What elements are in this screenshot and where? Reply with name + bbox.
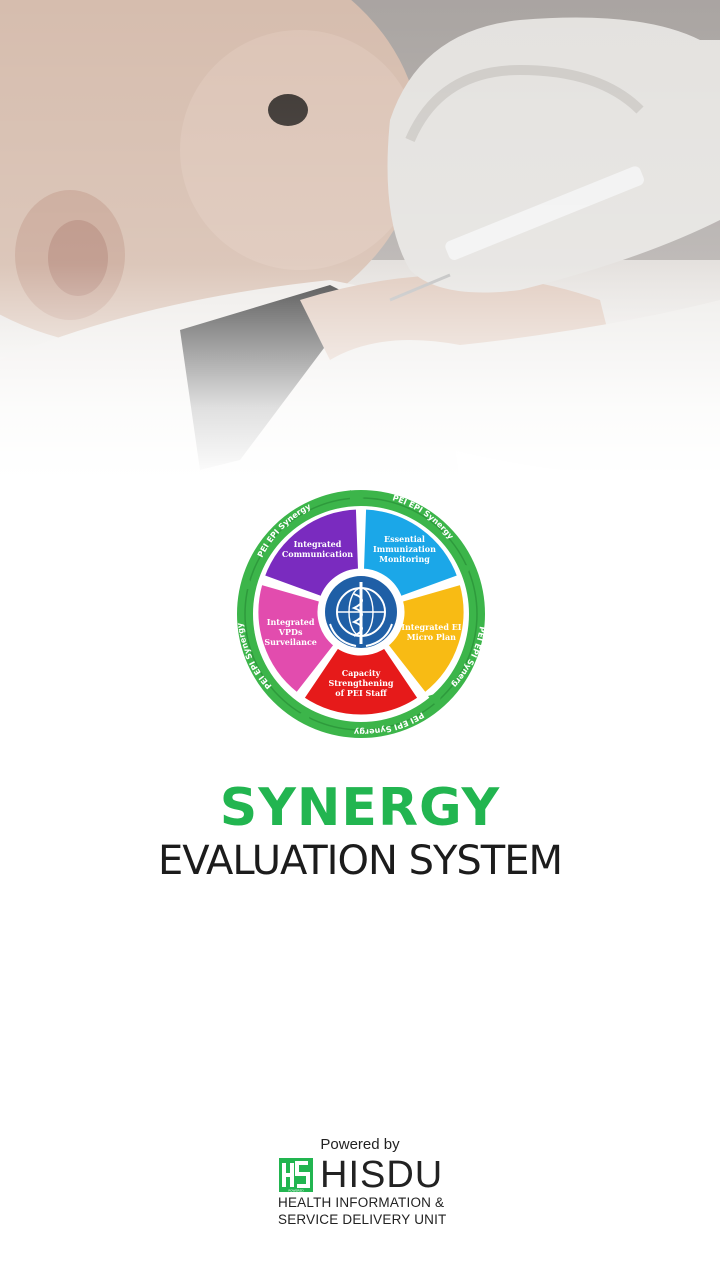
synergy-wheel-logo: PEI EPI Synergy PEI EPI Synergy PEI EPI … xyxy=(232,486,490,742)
brand-mark-label: POWERED xyxy=(288,1189,304,1193)
segment-communication xyxy=(261,506,362,600)
segment-microplan-label: Integrated EI Micro Plan xyxy=(401,622,462,642)
wheel-graphic: PEI EPI Synergy PEI EPI Synergy PEI EPI … xyxy=(232,486,487,738)
ring-arrow-icon xyxy=(240,576,254,590)
hisdu-brand: POWERED HISDU xyxy=(278,1156,443,1194)
segment-monitoring xyxy=(360,506,461,600)
ring-arrow-icon xyxy=(458,564,472,578)
hero-vaccination-photo xyxy=(0,0,720,480)
wheel-segments: Integrated Communication Essential Immuniza… xyxy=(255,506,467,718)
segment-surveillance xyxy=(255,581,338,697)
brand-tagline-line1: HEALTH INFORMATION & xyxy=(278,1195,445,1210)
ring-arrow-icon xyxy=(350,490,364,506)
segment-microplan xyxy=(384,581,467,697)
powered-by-label: Powered by xyxy=(320,1136,400,1153)
segment-capacity-label: Capacity Strengthening of PEI Staff xyxy=(328,668,393,698)
brand-tagline-line2: SERVICE DELIVERY UNIT xyxy=(278,1212,447,1227)
segment-capacity xyxy=(300,644,422,718)
app-subtitle: EVALUATION SYSTEM xyxy=(157,838,563,884)
brand-name: HISDU xyxy=(320,1154,444,1196)
segment-communication-label: Integrated Communication xyxy=(282,539,353,559)
app-title: SYNERGY xyxy=(219,778,501,838)
hero-fade-overlay xyxy=(0,0,720,480)
hisdu-logo-icon: POWERED xyxy=(279,1158,313,1193)
ring-arrow-icon xyxy=(294,708,310,724)
segment-surveillance-label: Integrated VPDs Surveilance xyxy=(264,617,317,647)
segment-monitoring-label: Essential Immunization Monitoring xyxy=(373,534,436,564)
ring-arrow-icon xyxy=(428,692,442,708)
